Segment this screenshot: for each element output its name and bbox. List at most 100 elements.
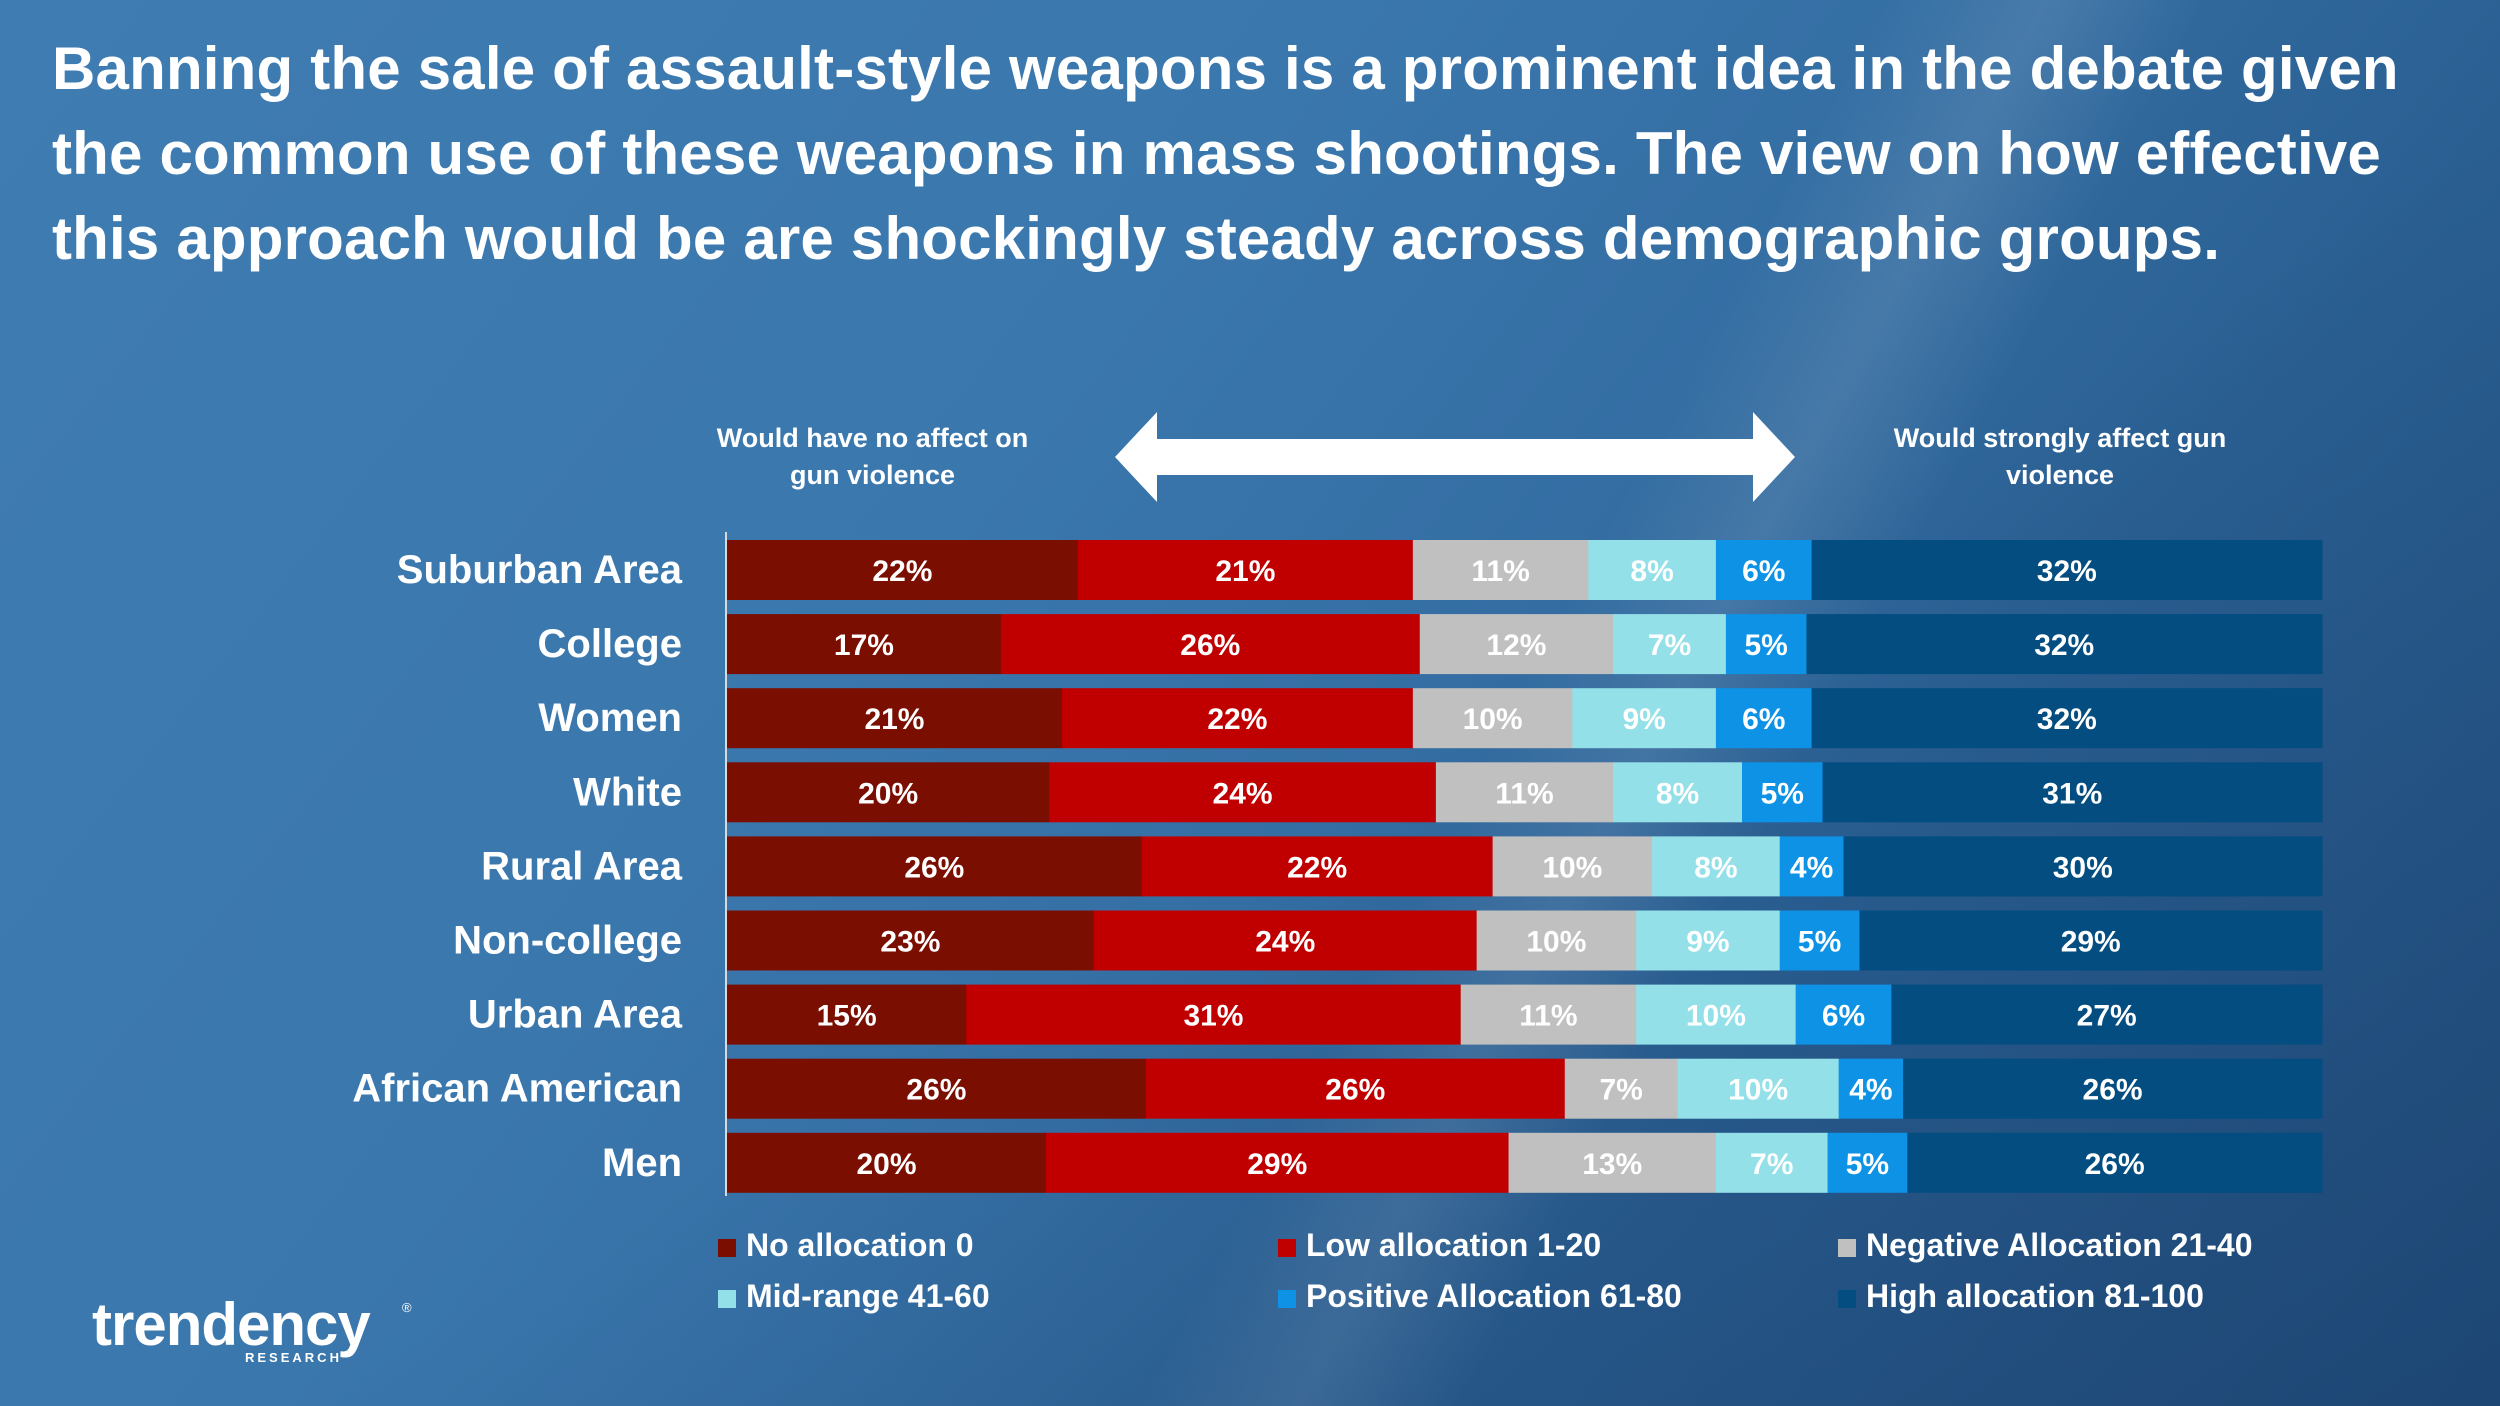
bar-segment-no xyxy=(727,1132,1047,1193)
bar-segment-mid xyxy=(1588,540,1717,600)
data-label: 9% xyxy=(1622,703,1665,736)
legend-label-mid: Mid-range 41-60 xyxy=(746,1278,990,1314)
category-label: College xyxy=(538,622,682,666)
data-label: 11% xyxy=(1519,1000,1577,1033)
data-label: 21% xyxy=(1215,555,1275,588)
data-label: 32% xyxy=(2034,629,2094,662)
legend-swatch-negative xyxy=(1838,1239,1856,1257)
data-label: 31% xyxy=(1183,1000,1243,1033)
data-label: 30% xyxy=(2053,851,2113,884)
data-label: 4% xyxy=(1849,1074,1892,1107)
legend-label-high: High allocation 81-100 xyxy=(1866,1278,2204,1314)
bar-segment-high xyxy=(1811,688,2323,749)
bar-segment-negative xyxy=(1435,762,1614,823)
data-label: 5% xyxy=(1798,926,1841,959)
data-label: 7% xyxy=(1648,629,1691,662)
data-label: 10% xyxy=(1526,926,1586,959)
legend-swatch-high xyxy=(1838,1290,1856,1308)
trendency-logo: trendency xyxy=(92,1291,371,1358)
data-label: 8% xyxy=(1694,851,1737,884)
bar-segment-mid xyxy=(1613,762,1743,823)
data-label: 29% xyxy=(2061,926,2121,959)
bar-segment-negative xyxy=(1412,688,1573,749)
bar-segment-mid xyxy=(1636,910,1781,971)
annotation-strong-affect: Would strongly affect gun violence xyxy=(1893,423,2227,490)
data-label: 6% xyxy=(1742,555,1785,588)
data-label: 26% xyxy=(2085,1148,2145,1181)
data-label: 17% xyxy=(834,629,894,662)
data-label: 26% xyxy=(1180,629,1240,662)
bar-segment-positive xyxy=(1725,614,1807,675)
bar-segment-negative xyxy=(1508,1132,1717,1193)
bar-segment-positive xyxy=(1779,836,1844,897)
bar-segment-no xyxy=(727,614,1002,675)
bar-segment-positive xyxy=(1715,688,1813,749)
bar-segment-mid xyxy=(1715,1132,1829,1193)
bar-segment-mid xyxy=(1636,984,1797,1045)
bar-segment-mid xyxy=(1613,614,1727,675)
logo-registered-mark: ® xyxy=(402,1300,412,1315)
data-label: 26% xyxy=(2083,1074,2143,1107)
legend-label-low: Low allocation 1-20 xyxy=(1306,1227,1601,1263)
data-label: 32% xyxy=(2037,703,2097,736)
data-label: 20% xyxy=(856,1148,916,1181)
bar-segment-high xyxy=(1903,1058,2323,1119)
bar-segment-no xyxy=(727,836,1143,897)
category-label: White xyxy=(573,770,682,814)
bar-segment-negative xyxy=(1492,836,1653,897)
data-label: 8% xyxy=(1630,555,1673,588)
data-label: 4% xyxy=(1790,851,1833,884)
legend-label-no: No allocation 0 xyxy=(746,1227,974,1263)
bar-segment-mid xyxy=(1652,836,1781,897)
data-label: 7% xyxy=(1750,1148,1793,1181)
bar-segment-low xyxy=(1049,762,1437,823)
data-label: 10% xyxy=(1463,703,1523,736)
data-label: 32% xyxy=(2037,555,2097,588)
data-label: 23% xyxy=(880,926,940,959)
bar-segment-negative xyxy=(1460,984,1637,1045)
bar-segment-negative xyxy=(1476,910,1637,971)
data-label: 22% xyxy=(872,555,932,588)
data-label: 26% xyxy=(906,1074,966,1107)
bar-segment-high xyxy=(1907,1132,2323,1193)
bar-segment-positive xyxy=(1838,1058,1904,1119)
legend-swatch-low xyxy=(1278,1239,1296,1257)
bar-segment-high xyxy=(1859,910,2323,971)
data-label: 15% xyxy=(817,1000,877,1033)
double-arrow-icon xyxy=(1115,412,1795,502)
category-label: African American xyxy=(352,1067,682,1111)
bar-segment-high xyxy=(1891,984,2323,1045)
bar-segment-high xyxy=(1806,614,2323,675)
category-label: Women xyxy=(538,696,682,740)
bar-segment-mid xyxy=(1677,1058,1840,1119)
bar-segment-positive xyxy=(1779,910,1860,971)
data-label: 5% xyxy=(1761,777,1804,810)
bar-segment-positive xyxy=(1715,540,1813,600)
bar-segment-low xyxy=(1077,540,1414,600)
data-label: 5% xyxy=(1744,629,1787,662)
bar-segment-no xyxy=(727,540,1079,600)
data-label: 29% xyxy=(1247,1148,1307,1181)
data-label: 6% xyxy=(1742,703,1785,736)
bar-segment-high xyxy=(1843,836,2323,897)
bar-segment-no xyxy=(727,910,1095,971)
bar-segment-low xyxy=(1141,836,1494,897)
bar-segment-no xyxy=(727,762,1050,823)
data-label: 7% xyxy=(1599,1074,1642,1107)
data-label: 21% xyxy=(864,703,924,736)
data-label: 20% xyxy=(858,777,918,810)
data-label: 24% xyxy=(1213,777,1273,810)
bar-segment-high xyxy=(1822,762,2323,823)
bar-segment-negative xyxy=(1419,614,1614,675)
category-label: Suburban Area xyxy=(397,548,683,592)
legend-swatch-no xyxy=(718,1239,736,1257)
data-label: 27% xyxy=(2077,1000,2137,1033)
data-label: 11% xyxy=(1471,555,1529,588)
data-label: 8% xyxy=(1656,777,1699,810)
bar-segment-low xyxy=(1046,1132,1510,1193)
legend-swatch-positive xyxy=(1278,1290,1296,1308)
slide-title: Banning the sale of assault-style weapon… xyxy=(52,35,2399,272)
data-label: 13% xyxy=(1582,1148,1642,1181)
bar-segment-negative xyxy=(1412,540,1589,600)
